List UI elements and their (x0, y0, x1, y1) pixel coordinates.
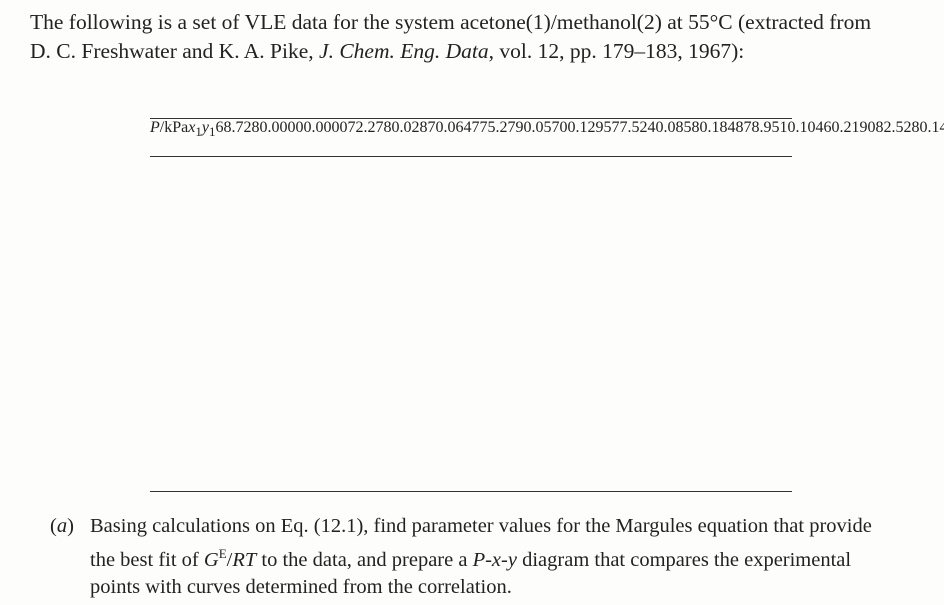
text-run: / (226, 548, 233, 571)
text-run: ( (50, 515, 57, 537)
table-cell: 82.528 (875, 119, 920, 136)
table-cell: 77.524 (611, 119, 656, 136)
table-cell: 0.0647 (435, 119, 480, 136)
text-run: G (203, 548, 219, 571)
header-var: y (201, 119, 209, 136)
table-cell: 75.279 (479, 119, 524, 136)
text-run: a (56, 515, 68, 537)
table-cell: 0.0000 (303, 119, 348, 136)
header-var: x (188, 119, 196, 136)
text-run: x (491, 548, 502, 571)
text-run: y (507, 548, 517, 571)
table-cell: 68.728 (215, 119, 260, 136)
table-cell: 0.1848 (699, 119, 744, 136)
table-cell: 0.1295 (567, 119, 612, 136)
header-var: P (150, 119, 160, 136)
table-cell: 0.0000 (259, 119, 304, 136)
table-cell: 0.0858 (655, 119, 700, 136)
table-cell: 0.0287 (391, 119, 436, 136)
text-run: E (218, 546, 227, 561)
text-run: P (472, 548, 486, 571)
column-header: P/kPa (150, 119, 188, 136)
header-rule (150, 156, 792, 157)
text-run: - (501, 548, 508, 571)
column-header: y1 (201, 119, 216, 140)
text-run: RT (232, 548, 257, 571)
text-run: ) (67, 515, 74, 537)
text-run: J. Chem. Eng. Data (319, 39, 489, 63)
header-sub: 1 (208, 124, 216, 140)
table-cell: 78.951 (743, 119, 788, 136)
text-run: diagram that compares the experimental p… (90, 548, 852, 598)
table-cell: 0.1452 (919, 119, 944, 136)
table-cell: 0.0570 (523, 119, 568, 136)
header-sub: 1 (195, 124, 202, 140)
question: (a) Basing calculations on Eq. (12.1), f… (50, 513, 890, 601)
text-run: The following is a set of VLE data for t… (30, 10, 872, 63)
text-run: to the data, and prepare a (256, 548, 473, 571)
intro: The following is a set of VLE data for t… (30, 8, 890, 66)
text-run: Basing calculations on Eq. (12.1), find … (90, 515, 872, 571)
table-cell: 0.2190 (831, 119, 876, 136)
text-run: , vol. 12, pp. 179–183, 1967): (488, 39, 745, 63)
table-cell: 0.1046 (787, 119, 832, 136)
header-unit: /kPa (159, 119, 189, 136)
data-table: P/kPax1y168.7280.00000.000072.2780.02870… (150, 118, 944, 492)
column-header: x1 (188, 119, 202, 140)
question-label: (a) (50, 513, 74, 540)
table-cell: 72.278 (347, 119, 392, 136)
question-text: Basing calculations on Eq. (12.1), find … (90, 513, 890, 601)
text-run: - (485, 548, 492, 571)
